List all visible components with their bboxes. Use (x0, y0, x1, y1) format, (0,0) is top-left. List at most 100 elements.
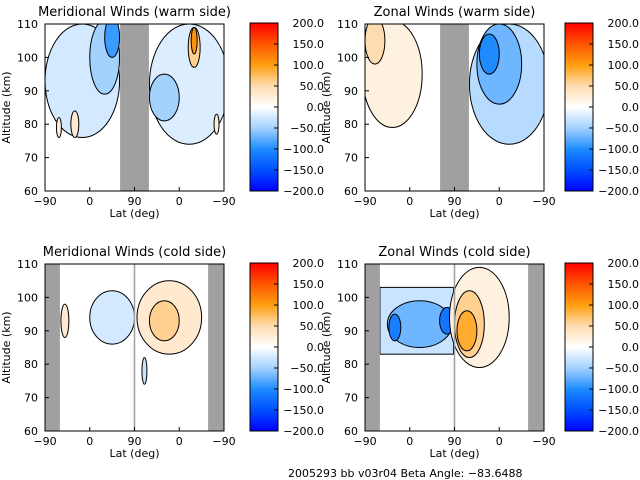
x-tick-label: 0 (176, 195, 183, 208)
colorbar-tick-label: 100.0 (608, 59, 640, 72)
x-axis-label: Lat (deg) (430, 207, 480, 220)
y-tick-label: 60 (24, 425, 38, 438)
colorbar: 200.0 150.0 100.0 50.0 0.0 −50.0 −100.0 −150.0 −… (249, 257, 325, 438)
contour-region (141, 357, 148, 385)
x-tick-label: 0 (496, 435, 503, 448)
x-tick-label: −90 (532, 195, 555, 208)
y-tick-label: 100 (337, 51, 358, 64)
footer-caption: 2005293 bb v03r04 Beta Angle: −83.6488 (288, 467, 523, 480)
x-tick-label: 0 (176, 435, 183, 448)
contour-region (478, 33, 500, 75)
colorbar-tick-label: −150.0 (283, 164, 324, 177)
y-tick-label: 90 (344, 85, 358, 98)
x-tick-label: 0 (406, 195, 413, 208)
y-tick-label: 110 (337, 258, 358, 271)
y-axis-label: Altitude (km) (320, 311, 333, 383)
colorbar-tick-label: −150.0 (598, 404, 639, 417)
plot-area (365, 264, 544, 431)
x-tick-label: 90 (448, 195, 462, 208)
x-tick-label: 0 (86, 195, 93, 208)
colorbar-tick-label: −100.0 (598, 383, 639, 396)
colorbar-tick-label: 150.0 (293, 278, 325, 291)
colorbar-tick-label: 150.0 (608, 38, 640, 51)
contour-region (190, 26, 198, 55)
colorbar-tick-label: 0.0 (622, 341, 640, 354)
contour-region (148, 300, 180, 342)
y-tick-label: 100 (17, 51, 38, 64)
colorbar-tick-label: 50.0 (300, 80, 325, 93)
colorbar-tick-label: 200.0 (608, 257, 640, 270)
x-tick-label: −90 (353, 435, 376, 448)
panel-title: Zonal Winds (cold side) (378, 245, 530, 260)
y-tick-label: 60 (344, 425, 358, 438)
contour-region (388, 313, 402, 342)
y-tick-label: 80 (24, 358, 38, 371)
colorbar-gradient (249, 262, 279, 432)
y-tick-label: 110 (17, 258, 38, 271)
y-tick-label: 110 (337, 18, 358, 31)
colorbar-tick-label: −50.0 (605, 362, 639, 375)
colorbar-tick-label: 200.0 (293, 257, 325, 270)
y-tick-label: 80 (344, 118, 358, 131)
y-tick-label: 70 (24, 392, 38, 405)
colorbar-tick-label: −100.0 (598, 143, 639, 156)
panel-4: Zonal Winds (cold side) −90 0 90 0 −90 Lat (de… (320, 245, 639, 460)
x-axis-label: Lat (deg) (430, 447, 480, 460)
no-data-band (45, 264, 60, 431)
y-tick-label: 90 (24, 325, 38, 338)
contour-region (70, 110, 80, 139)
no-data-band (208, 264, 224, 431)
y-tick-label: 70 (24, 152, 38, 165)
plot-area (45, 264, 224, 431)
y-tick-label: 80 (24, 118, 38, 131)
x-tick-label: 90 (128, 195, 142, 208)
colorbar-tick-label: 0.0 (307, 101, 325, 114)
plot-area (365, 24, 544, 191)
x-axis-label: Lat (deg) (110, 207, 160, 220)
y-axis-label: Altitude (km) (0, 311, 13, 383)
colorbar-tick-label: 150.0 (293, 38, 325, 51)
colorbar-gradient (564, 22, 594, 192)
colorbar-gradient (249, 22, 279, 192)
y-tick-label: 60 (24, 185, 38, 198)
x-tick-label: 90 (448, 435, 462, 448)
panel-1: Meridional Winds (warm side) −90 0 90 0 −90 La… (0, 5, 324, 220)
colorbar-tick-label: 50.0 (615, 80, 640, 93)
colorbar-tick-label: 100.0 (608, 299, 640, 312)
colorbar-tick-label: 50.0 (615, 320, 640, 333)
contour-region (104, 24, 121, 58)
colorbar-tick-label: −150.0 (598, 164, 639, 177)
colorbar-tick-label: −100.0 (283, 383, 324, 396)
colorbar: 200.0 150.0 100.0 50.0 0.0 −50.0 −100.0 −150.0 −… (564, 257, 640, 438)
panel-title: Meridional Winds (warm side) (38, 5, 231, 20)
x-tick-label: −90 (353, 195, 376, 208)
y-axis-label: Altitude (km) (320, 71, 333, 143)
no-data-band (120, 24, 149, 191)
x-tick-label: 90 (128, 435, 142, 448)
colorbar-tick-label: 0.0 (622, 101, 640, 114)
y-tick-label: 70 (344, 392, 358, 405)
y-tick-label: 60 (344, 185, 358, 198)
x-tick-label: 0 (406, 435, 413, 448)
x-tick-label: 0 (86, 435, 93, 448)
x-tick-label: −90 (33, 435, 56, 448)
contour-region (89, 290, 135, 345)
colorbar-tick-label: −50.0 (605, 122, 639, 135)
contour-region (456, 310, 478, 352)
y-tick-label: 70 (344, 152, 358, 165)
y-tick-label: 100 (17, 291, 38, 304)
colorbar-tick-label: 50.0 (300, 320, 325, 333)
no-data-band (365, 264, 380, 431)
contour-region (365, 24, 386, 65)
colorbar-tick-label: −200.0 (283, 185, 324, 198)
no-data-band (440, 24, 469, 191)
contour-region (60, 303, 70, 338)
colorbar-tick-label: −100.0 (283, 143, 324, 156)
x-axis-label: Lat (deg) (110, 447, 160, 460)
y-axis-label: Altitude (km) (0, 71, 13, 143)
y-tick-label: 100 (337, 291, 358, 304)
panel-3: Meridional Winds (cold side) −90 0 90 0 −90 La… (0, 245, 324, 460)
contour-region (148, 73, 180, 122)
